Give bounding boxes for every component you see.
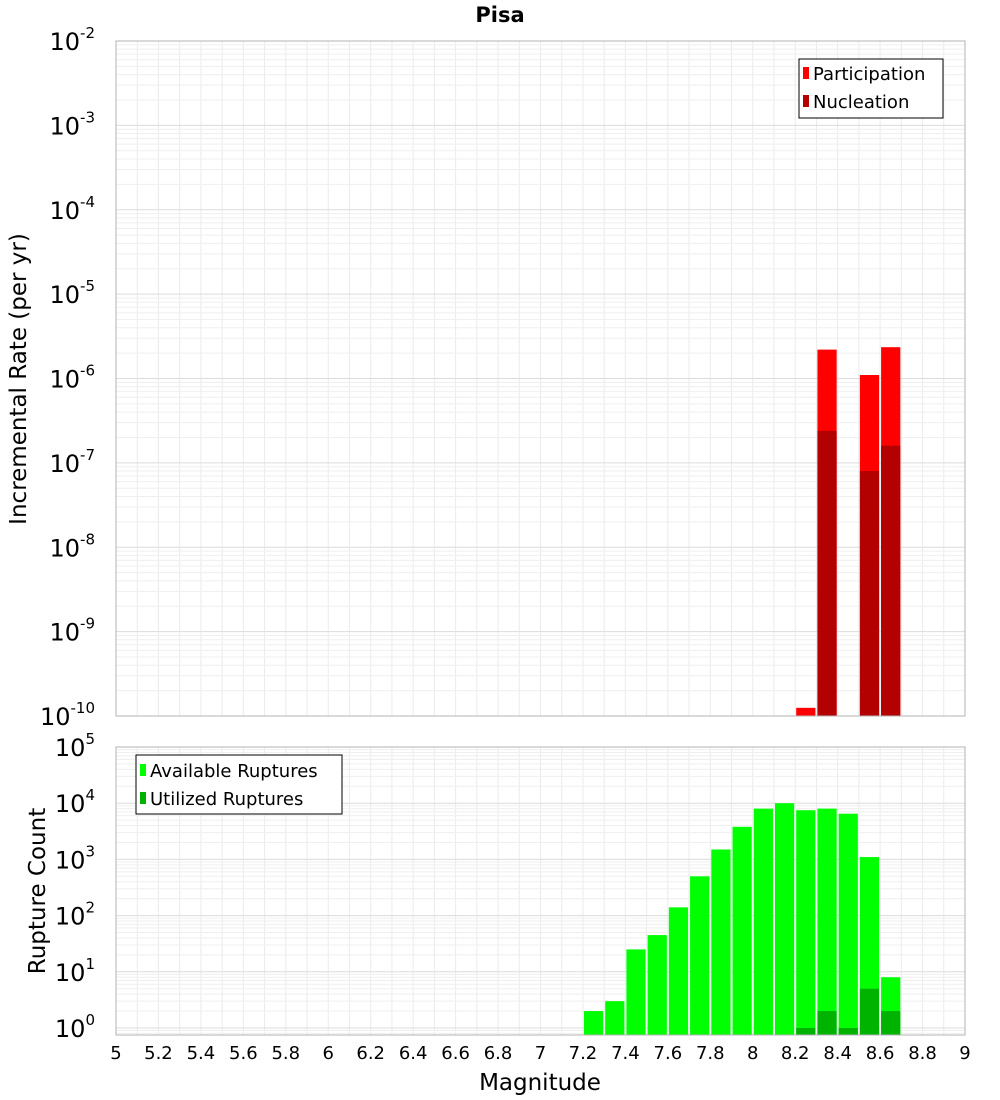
- x-tick-label: 5.4: [187, 1043, 216, 1064]
- bar-available-ruptures: [838, 813, 858, 1035]
- bar-utilized-ruptures: [817, 1011, 837, 1035]
- top-y-tick-label: 10-5: [49, 277, 95, 309]
- x-tick-label: 6.8: [484, 1043, 513, 1064]
- x-tick-label: 7.8: [696, 1043, 725, 1064]
- x-tick-label: 9: [959, 1043, 970, 1064]
- bottom-plot-border: [115, 746, 966, 1036]
- top-y-tick-label: 10-2: [49, 24, 95, 56]
- bottom-y-tick-label: 100: [55, 1011, 95, 1043]
- chart-title: Pisa: [475, 3, 524, 27]
- bottom-legend-box: [135, 754, 343, 815]
- legend-label-utilized: Utilized Ruptures: [150, 789, 303, 810]
- bar-available-ruptures: [668, 907, 689, 1035]
- top-bars: [796, 347, 901, 716]
- x-axis-title: Magnitude: [479, 1070, 601, 1096]
- bar-available-ruptures: [817, 808, 837, 1035]
- x-tick-label: 6.2: [356, 1043, 385, 1064]
- x-tick-label: 5.6: [229, 1043, 258, 1064]
- legend-label-nucleation: Nucleation: [813, 92, 909, 113]
- top-chart: 10-10 10-9 10-8 10-7 10-6 10-5 10-4 10-3 10-2 In…: [6, 24, 966, 731]
- top-y-tick-label: 10-3: [49, 108, 95, 140]
- x-tick-label: 6.4: [399, 1043, 428, 1064]
- bottom-y-axis-title: Rupture Count: [25, 808, 51, 974]
- bar-available-ruptures: [732, 826, 752, 1035]
- x-tick-label: 7.4: [611, 1043, 640, 1064]
- x-tick-label: 5.8: [271, 1043, 300, 1064]
- x-tick-label: 7: [535, 1043, 546, 1064]
- top-y-tick-label: 10-7: [49, 446, 95, 478]
- bar-nucleation: [859, 471, 880, 716]
- top-y-tick-label: 10-9: [49, 615, 95, 647]
- top-legend: Participation Nucleation: [798, 58, 944, 119]
- legend-swatch-utilized: [140, 792, 146, 804]
- top-y-tick-label: 10-10: [40, 699, 95, 731]
- bar-available-ruptures: [753, 808, 773, 1035]
- bar-available-ruptures: [690, 876, 710, 1035]
- top-y-tick-label: 10-4: [49, 193, 95, 225]
- x-tick-label: 7.6: [654, 1043, 683, 1064]
- bottom-y-tick-label: 104: [55, 786, 95, 818]
- legend-label-available: Available Ruptures: [150, 761, 318, 782]
- top-gridlines: [116, 41, 965, 716]
- bar-available-ruptures: [605, 1001, 625, 1035]
- x-tick-label: 5.2: [144, 1043, 173, 1064]
- top-y-axis-title: Incremental Rate (per yr): [6, 233, 32, 525]
- bar-utilized-ruptures: [838, 1027, 858, 1035]
- x-tick-label: 8.8: [908, 1043, 937, 1064]
- x-tick-label: 6: [323, 1043, 334, 1064]
- x-tick-label: 6.6: [441, 1043, 470, 1064]
- top-y-tick-label: 10-8: [49, 530, 95, 562]
- bar-nucleation: [817, 430, 837, 716]
- legend-label-participation: Participation: [813, 64, 925, 85]
- bottom-chart: 100 101 102 103 104 105 5 5.2 5.4 5.6 5.8 6 6.2 6.4 6…: [25, 730, 971, 1096]
- x-tick-label: 7.2: [569, 1043, 598, 1064]
- bottom-y-tick-label: 102: [55, 899, 95, 931]
- x-tick-label: 5: [110, 1043, 121, 1064]
- top-y-tick-labels: 10-10 10-9 10-8 10-7 10-6 10-5 10-4 10-3 10-2: [40, 24, 95, 731]
- bar-participation: [796, 707, 816, 716]
- legend-swatch-nucleation: [803, 95, 809, 107]
- bottom-y-tick-label: 101: [55, 955, 95, 987]
- bottom-y-tick-label: 105: [55, 730, 95, 762]
- top-y-tick-label: 10-6: [49, 362, 95, 394]
- top-plot-border: [115, 40, 966, 717]
- top-legend-box: [798, 58, 944, 119]
- x-tick-label: 8.6: [866, 1043, 895, 1064]
- bottom-y-tick-label: 103: [55, 842, 95, 874]
- bottom-y-tick-labels: 100 101 102 103 104 105: [55, 730, 95, 1043]
- bar-utilized-ruptures: [859, 988, 880, 1035]
- x-tick-label: 8.4: [823, 1043, 852, 1064]
- x-tick-label: 8: [747, 1043, 758, 1064]
- x-tick-label: 8.2: [781, 1043, 810, 1064]
- x-tick-labels: 5 5.2 5.4 5.6 5.8 6 6.2 6.4 6.6 6.8 7 7.2 7.4 7.6 7.8 8…: [110, 1043, 970, 1064]
- legend-swatch-available: [140, 764, 146, 776]
- bar-available-ruptures: [647, 935, 667, 1035]
- bar-available-ruptures: [796, 810, 816, 1035]
- bottom-bars: [583, 803, 901, 1035]
- bar-available-ruptures: [583, 1011, 604, 1035]
- bottom-legend: Available Ruptures Utilized Ruptures: [135, 754, 343, 815]
- bar-available-ruptures: [626, 949, 646, 1035]
- bar-available-ruptures: [711, 849, 731, 1035]
- bar-utilized-ruptures: [796, 1027, 816, 1035]
- bar-available-ruptures: [774, 803, 795, 1035]
- bar-utilized-ruptures: [881, 1011, 901, 1035]
- bar-nucleation: [881, 445, 901, 716]
- legend-swatch-participation: [803, 67, 809, 79]
